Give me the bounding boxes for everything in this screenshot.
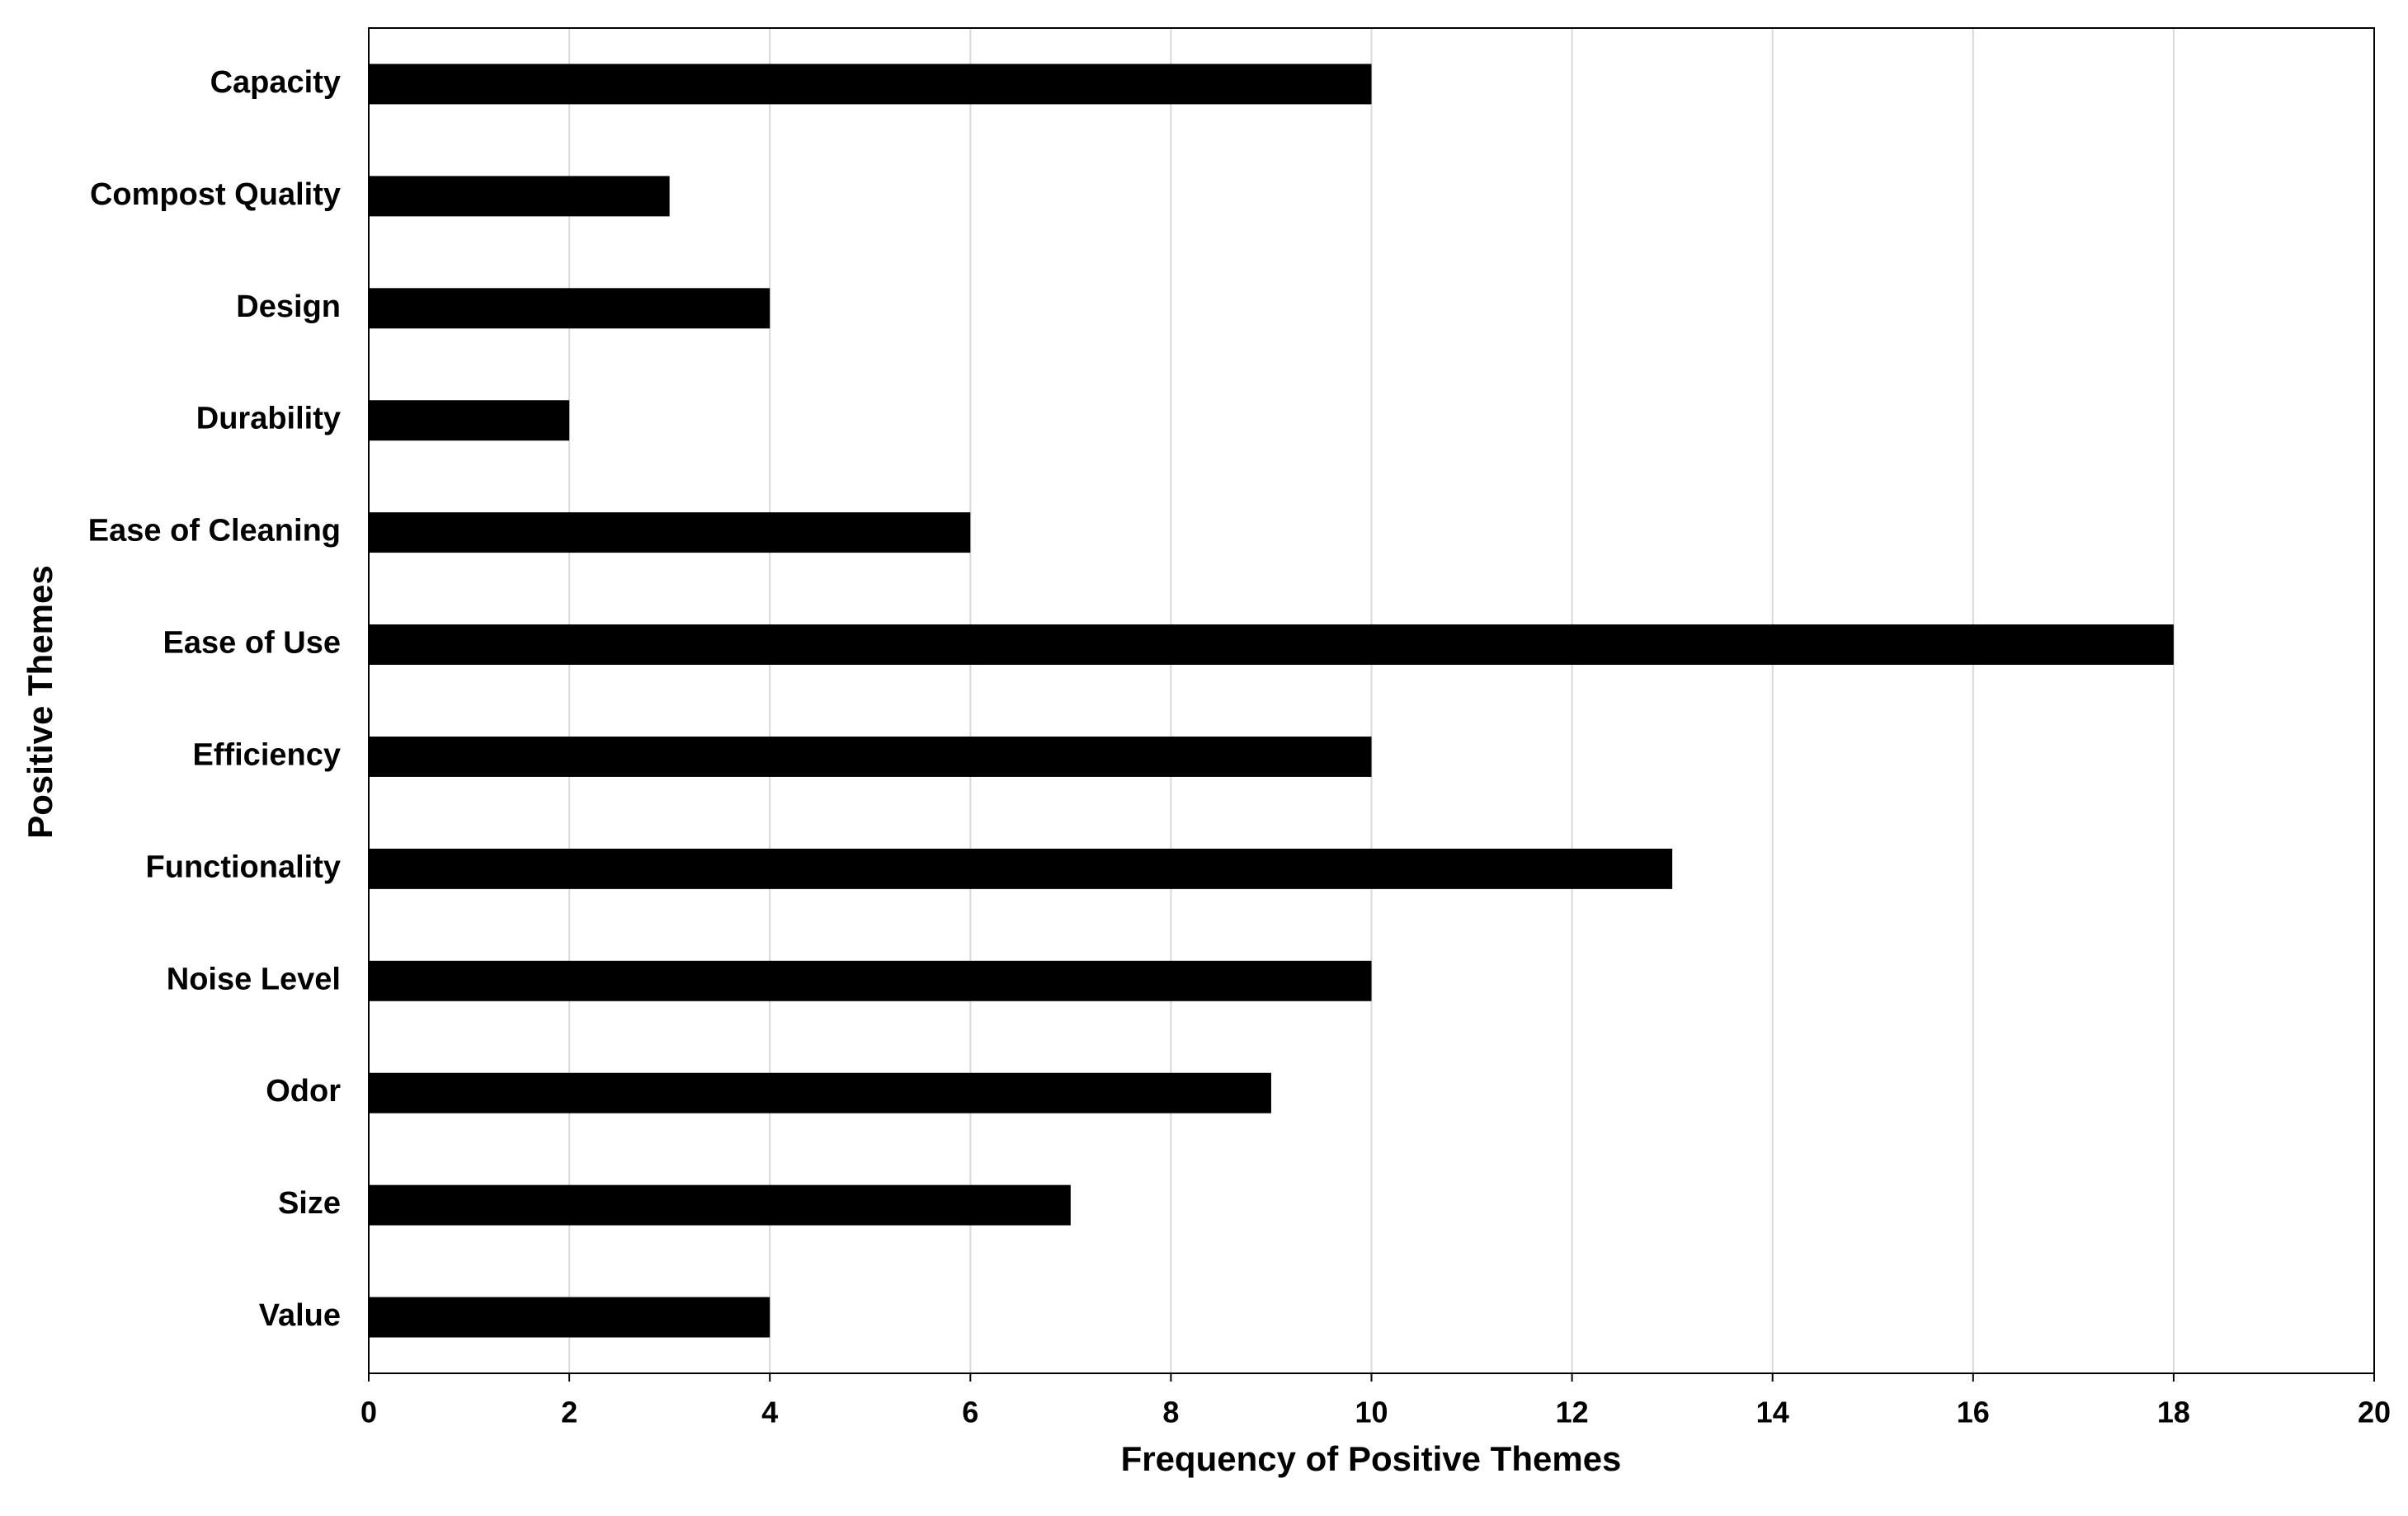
y-tick-label: Odor (266, 1074, 341, 1109)
y-tick-label: Design (236, 290, 341, 324)
x-tick-label: 10 (1355, 1396, 1388, 1429)
x-tick-label: 0 (360, 1396, 377, 1429)
x-axis-title: Frequency of Positive Themes (1121, 1439, 1622, 1478)
y-tick-label: Capacity (210, 65, 341, 100)
y-tick-label: Efficiency (192, 737, 341, 772)
x-tick-label: 6 (962, 1396, 978, 1429)
bar (369, 1184, 1071, 1226)
x-tick-label: 2 (561, 1396, 577, 1429)
bar (369, 1297, 770, 1338)
bar (369, 736, 1372, 777)
x-tick-label: 14 (1756, 1396, 1789, 1429)
bar (369, 64, 1372, 105)
bar (369, 176, 670, 217)
x-tick-label: 16 (1957, 1396, 1990, 1429)
y-tick-label: Functionality (146, 850, 341, 884)
x-tick-label: 4 (761, 1396, 778, 1429)
y-tick-label: Ease of Cleaning (88, 514, 341, 548)
bar (369, 848, 1673, 889)
plot-frame (368, 27, 2375, 1374)
bar (369, 512, 971, 553)
y-tick-label: Value (259, 1298, 341, 1333)
y-tick-label: Size (278, 1186, 341, 1221)
x-tick-label: 12 (1556, 1396, 1589, 1429)
bar (369, 960, 1372, 1001)
y-axis-title: Positive Themes (21, 565, 59, 838)
bar (369, 1072, 1271, 1113)
x-tick-label: 18 (2157, 1396, 2190, 1429)
bar (369, 400, 570, 441)
y-tick-label: Ease of Use (163, 626, 341, 661)
bar (369, 288, 770, 329)
y-tick-label: Durability (196, 402, 341, 436)
bar (369, 624, 2174, 666)
y-tick-label: Compost Quality (90, 177, 341, 212)
x-tick-label: 20 (2358, 1396, 2391, 1429)
x-tick-label: 8 (1162, 1396, 1179, 1429)
y-tick-label: Noise Level (167, 962, 341, 996)
